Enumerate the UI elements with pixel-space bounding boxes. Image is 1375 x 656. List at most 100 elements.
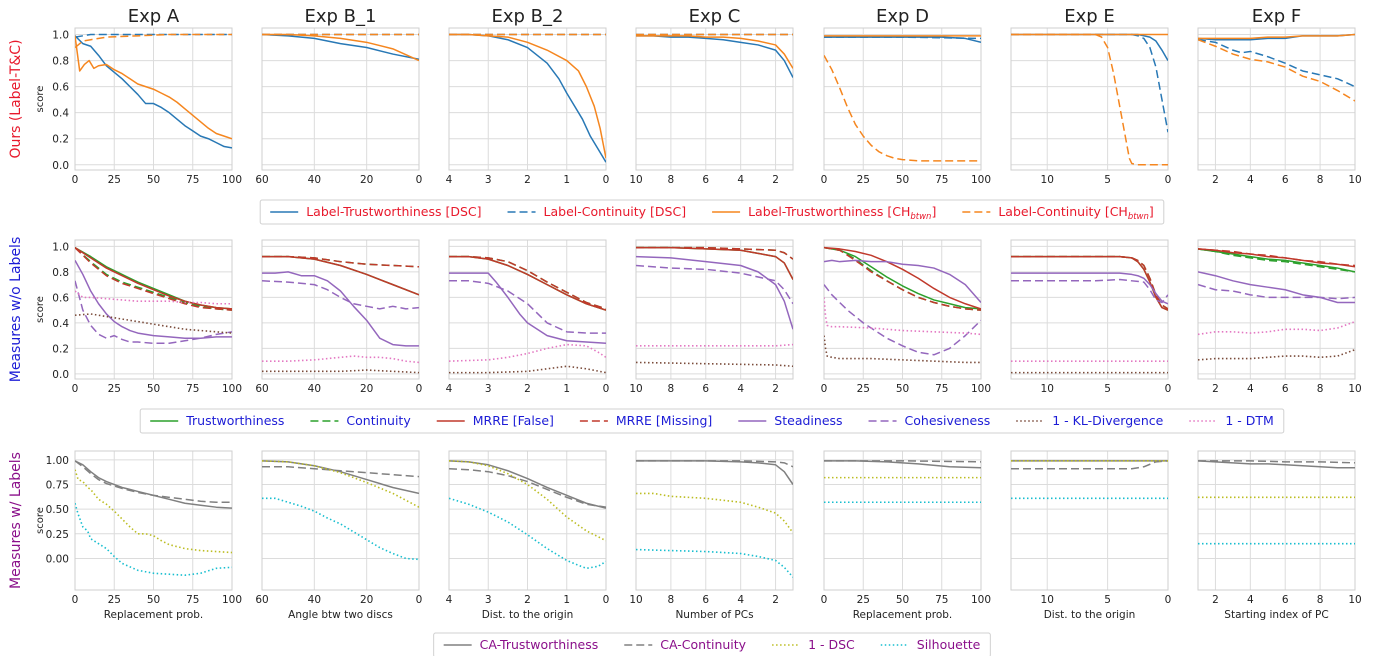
x-tick-label: 2 — [772, 594, 779, 606]
series-line-r1-c6-4 — [1198, 271, 1355, 304]
series-line-r0-c1-0 — [262, 33, 419, 61]
x-tick-label: 100 — [222, 594, 242, 606]
series-line-r1-c0-1 — [75, 247, 232, 311]
x-tick-label: 6 — [1282, 174, 1289, 186]
y-tick-label: 0.8 — [52, 56, 69, 68]
series-line-r0-c6-2 — [1198, 33, 1355, 40]
series-line-r1-c4-3 — [824, 246, 981, 311]
x-axis-label-2: Dist. to the origin — [482, 609, 574, 621]
x-tick-label: 50 — [896, 383, 909, 395]
y-axis-label-1: score — [35, 296, 46, 323]
x-tick-label: 40 — [308, 594, 321, 606]
x-tick-label: 6 — [1282, 594, 1289, 606]
legend-box — [259, 199, 1165, 225]
x-tick-label: 2 — [772, 383, 779, 395]
series-line-r2-c3-2 — [636, 492, 793, 534]
column-title-5: Exp E — [1064, 6, 1115, 27]
legend-label: 1 - DTM — [1225, 413, 1273, 428]
x-tick-label: 0 — [72, 594, 79, 606]
series-line-r1-c0-4 — [75, 260, 232, 339]
series-line-r1-c4-6 — [824, 335, 981, 364]
x-tick-label: 0 — [603, 174, 610, 186]
x-tick-label: 25 — [108, 174, 121, 186]
panel-r2-c0: 0 25 50 75 100 0.00 0.25 0.50 0.75 1.00 Replacemen… — [46, 450, 242, 621]
series-line-r2-c6-0 — [1198, 460, 1355, 469]
panel-r2-c2: 4 3 2 1 0 Dist. to the origin — [446, 450, 610, 621]
panel-frame — [261, 450, 420, 591]
legend-item: MRRE [False] — [436, 413, 554, 428]
x-tick-label: 75 — [186, 174, 199, 186]
series-line-r0-c0-0 — [75, 35, 232, 149]
legend-item: 1 - DTM — [1189, 413, 1274, 428]
panel-frame — [823, 27, 982, 171]
x-tick-label: 0 — [416, 174, 423, 186]
x-tick-label: 8 — [668, 174, 675, 186]
series-line-r2-c4-1 — [824, 460, 981, 463]
series-line-r0-c5-1 — [1011, 33, 1168, 133]
x-tick-label: 8 — [668, 594, 675, 606]
x-tick-label: 1 — [563, 174, 570, 186]
panel-r0-c5: 10 5 0 — [1010, 27, 1171, 186]
legend-label: Cohesiveness — [905, 413, 991, 428]
x-axis-label-6: Starting index of PC — [1224, 609, 1328, 621]
x-tick-label: 4 — [1247, 383, 1254, 395]
x-tick-label: 3 — [485, 383, 492, 395]
panel-r0-c2: 4 3 2 1 0 — [446, 27, 610, 186]
x-tick-label: 0 — [821, 594, 828, 606]
x-tick-label: 20 — [360, 383, 373, 395]
x-tick-label: 25 — [857, 383, 870, 395]
x-tick-label: 0 — [603, 594, 610, 606]
series-line-r2-c5-1 — [1011, 460, 1168, 470]
series-line-r1-c6-7 — [1198, 320, 1355, 336]
x-tick-label: 3 — [485, 174, 492, 186]
x-tick-label: 50 — [896, 594, 909, 606]
legend-label: CA-Trustworthiness — [480, 637, 599, 652]
row-title-1: Measures w/o Labels — [8, 237, 24, 383]
x-tick-label: 8 — [1317, 383, 1324, 395]
y-tick-label: 0.6 — [52, 82, 69, 94]
panel-frame — [635, 239, 794, 380]
series-line-r1-c3-3 — [636, 246, 793, 260]
y-tick-label: 0.0 — [52, 160, 69, 172]
series-line-r2-c1-1 — [262, 466, 419, 478]
y-tick-label: 0.75 — [46, 480, 69, 492]
y-tick-label: 0.4 — [52, 108, 69, 120]
x-tick-label: 25 — [857, 174, 870, 186]
series-line-r1-c4-4 — [824, 259, 981, 303]
panel-frame — [448, 27, 607, 171]
series-line-r1-c4-0 — [824, 246, 981, 310]
column-title-2: Exp B_2 — [492, 6, 564, 27]
series-line-r0-c6-3 — [1198, 39, 1355, 102]
x-tick-label: 10 — [629, 174, 642, 186]
x-tick-label: 2 — [524, 174, 531, 186]
x-tick-label: 40 — [308, 383, 321, 395]
x-tick-label: 75 — [935, 383, 948, 395]
panel-frame — [1197, 239, 1356, 380]
y-tick-label: 0.2 — [52, 134, 69, 146]
panel-r2-c5: 10 5 0 Dist. to the origin — [1010, 450, 1171, 621]
panel-frame — [448, 450, 607, 591]
series-line-r2-c0-0 — [75, 460, 232, 509]
x-axis-label-0: Replacement prob. — [104, 609, 204, 621]
legend-box — [139, 408, 1285, 434]
series-line-r1-c3-0 — [636, 246, 793, 280]
x-tick-label: 25 — [108, 594, 121, 606]
series-line-r2-c2-1 — [449, 467, 606, 508]
series-line-r2-c6-1 — [1198, 460, 1355, 464]
column-title-1: Exp B_1 — [305, 6, 377, 27]
legend-label: Label-Trustworthiness [CHbtwn] — [748, 204, 936, 222]
x-tick-label: 10 — [1348, 383, 1361, 395]
series-line-r0-c4-1 — [824, 36, 981, 40]
panel-r0-c6: 2 4 6 8 10 — [1197, 27, 1362, 186]
series-line-r0-c6-1 — [1198, 38, 1355, 88]
y-tick-label: 0.0 — [52, 369, 69, 381]
x-tick-label: 10 — [1041, 174, 1054, 186]
x-tick-label: 25 — [108, 383, 121, 395]
panel-r1-c4: 0 25 50 75 100 — [821, 239, 991, 395]
series-line-r1-c2-4 — [449, 272, 606, 345]
series-line-r1-c0-2 — [75, 247, 232, 310]
series-line-r2-c0-1 — [75, 460, 232, 504]
y-tick-label: 0.2 — [52, 343, 69, 355]
series-line-r1-c0-5 — [75, 280, 232, 345]
